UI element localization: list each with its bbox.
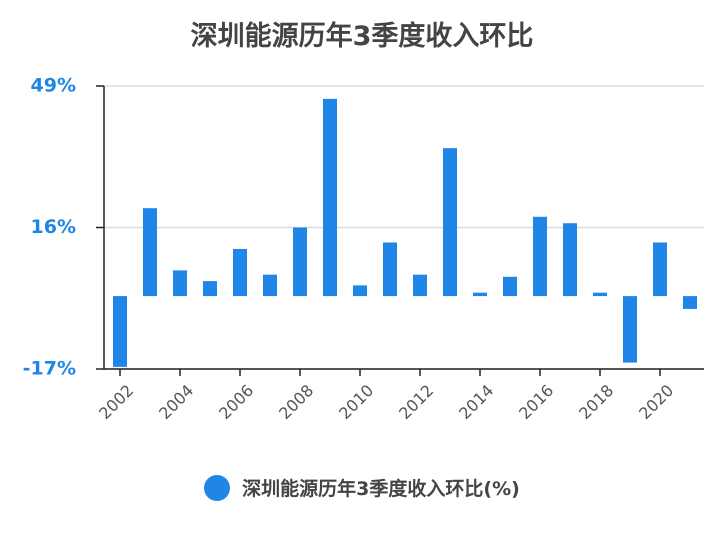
legend-label: 深圳能源历年3季度收入环比(%): [242, 478, 520, 500]
bar-2021: [683, 296, 697, 309]
y-tick-label: 16%: [31, 216, 76, 238]
y-tick-labels: 49% 16% -17%: [23, 75, 104, 380]
bar-2008: [293, 227, 307, 297]
y-tick-label: -17%: [23, 358, 76, 380]
chart-title: 深圳能源历年3季度收入环比: [190, 21, 534, 52]
x-tick-label: 2002: [95, 381, 137, 423]
bar-2013: [443, 148, 457, 297]
x-tick-label: 2020: [635, 381, 677, 423]
bar-2007: [263, 274, 277, 297]
grid-lines: [104, 85, 704, 370]
legend: 深圳能源历年3季度收入环比(%): [0, 474, 724, 501]
bar-2009: [323, 98, 337, 297]
x-tick-label: 2008: [275, 381, 317, 423]
bar-2002: [113, 296, 127, 367]
bar-2010: [353, 285, 367, 297]
bar-2006: [233, 248, 247, 297]
y-tick-label: 49%: [31, 75, 76, 97]
bar-2012: [413, 274, 427, 297]
bar-2017: [563, 223, 577, 297]
x-tick-label: 2010: [335, 381, 377, 423]
bar-2003: [143, 208, 157, 297]
bar-2018: [593, 292, 607, 297]
bar-2015: [503, 276, 517, 297]
x-tick-label: 2016: [515, 381, 557, 423]
x-tick-label: 2012: [395, 381, 437, 423]
bar-2019: [623, 296, 637, 363]
x-tick-label: 2014: [455, 381, 497, 423]
bar-2014: [473, 292, 487, 297]
bar-2020: [653, 242, 667, 297]
x-tick-label: 2018: [575, 381, 617, 423]
x-tick-label: 2004: [155, 381, 197, 423]
legend-marker: [204, 474, 231, 501]
bar-2005: [203, 281, 217, 297]
x-tick-label: 2006: [215, 381, 257, 423]
bar-2004: [173, 270, 187, 297]
bar-2011: [383, 242, 397, 297]
x-tick-labels: 2002 2004 2006 2008 2010 2012 2014 2016 2018 2020: [95, 369, 677, 423]
bars: [113, 98, 697, 367]
bar-2016: [533, 216, 547, 297]
